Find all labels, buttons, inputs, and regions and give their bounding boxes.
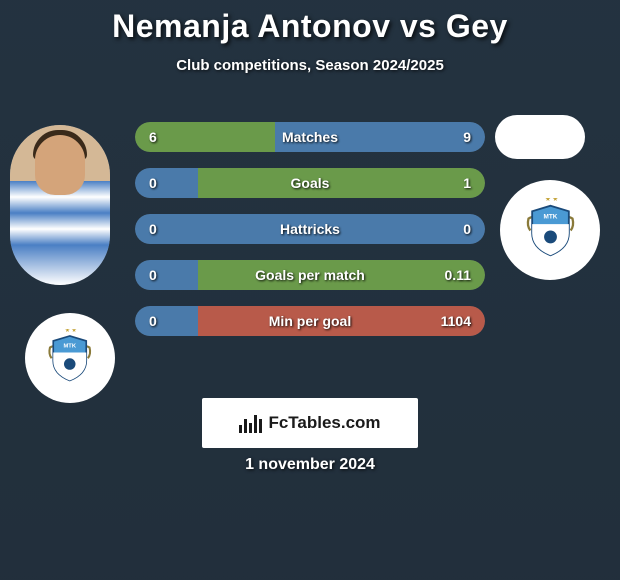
stat-value-right: 9 [463, 129, 471, 145]
club-crest-left: ★ ★ MTK [25, 313, 115, 403]
stat-value-left: 6 [149, 129, 157, 145]
stat-fill-right [198, 168, 485, 198]
stat-value-left: 0 [149, 175, 157, 191]
chart-icon [239, 413, 262, 433]
svg-text:★: ★ [545, 198, 551, 203]
stat-label: Hattricks [280, 221, 340, 237]
watermark: FcTables.com [202, 398, 418, 448]
stats-container: 6 9 Matches 0 1 Goals 0 0 Hattricks 0 0.11 Goals pe… [135, 122, 485, 352]
stat-value-right: 0.11 [445, 267, 471, 283]
stat-row: 0 1104 Min per goal [135, 306, 485, 336]
player-left-avatar [10, 125, 110, 285]
stat-row: 0 0.11 Goals per match [135, 260, 485, 290]
shield-icon: ★ ★ MTK [45, 329, 95, 388]
svg-text:MTK: MTK [543, 213, 557, 220]
shield-icon: ★ ★ MTK [523, 198, 578, 263]
stat-fill-left [135, 168, 198, 198]
svg-text:MTK: MTK [64, 343, 77, 349]
svg-text:★: ★ [65, 329, 70, 334]
stat-row: 0 1 Goals [135, 168, 485, 198]
stat-value-right: 1104 [441, 313, 471, 329]
content-wrapper: Nemanja Antonov vs Gey Club competitions… [0, 0, 620, 74]
stat-value-left: 0 [149, 267, 157, 283]
stat-label: Min per goal [269, 313, 351, 329]
page-title: Nemanja Antonov vs Gey [0, 8, 620, 45]
stat-row: 6 9 Matches [135, 122, 485, 152]
stat-label: Matches [282, 129, 338, 145]
player-right-avatar [495, 115, 585, 159]
stat-fill-left [135, 306, 198, 336]
svg-text:★: ★ [72, 329, 77, 334]
stat-fill-left [135, 260, 198, 290]
stat-value-right: 0 [463, 221, 471, 237]
stat-value-left: 0 [149, 221, 157, 237]
stat-value-right: 1 [463, 175, 471, 191]
club-crest-right: ★ ★ MTK [500, 180, 600, 280]
date-label: 1 november 2024 [245, 456, 375, 474]
subtitle: Club competitions, Season 2024/2025 [0, 57, 620, 74]
watermark-text: FcTables.com [268, 413, 380, 433]
player-head [35, 135, 85, 195]
stat-value-left: 0 [149, 313, 157, 329]
stat-row: 0 0 Hattricks [135, 214, 485, 244]
stat-label: Goals [291, 175, 330, 191]
svg-text:★: ★ [552, 198, 558, 203]
stat-label: Goals per match [255, 267, 365, 283]
